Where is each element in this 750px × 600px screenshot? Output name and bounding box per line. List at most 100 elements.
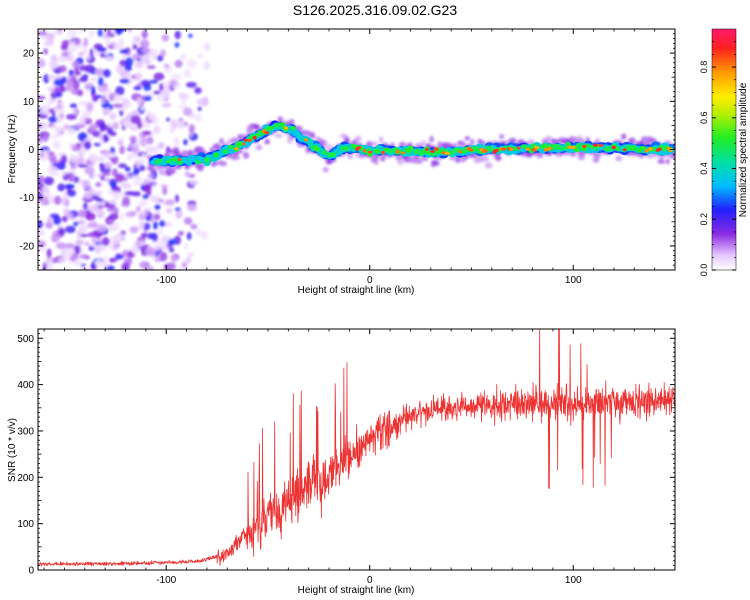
noise-blob [66, 189, 77, 197]
noise-blob [93, 142, 102, 147]
noise-blob [78, 76, 88, 83]
halo-blob [433, 161, 440, 166]
noise-blob [174, 59, 183, 68]
noise-blob [38, 31, 48, 36]
ridge-blob [425, 148, 429, 151]
noise-blob [74, 123, 86, 129]
ridge-blob [644, 149, 649, 153]
ridge-blob [177, 157, 182, 162]
noise-blob [177, 231, 185, 236]
noise-blob [157, 93, 165, 102]
noise-blob [132, 142, 138, 149]
noise-blob [111, 168, 118, 177]
ridge-blob [622, 148, 627, 152]
noise-blob [139, 138, 148, 147]
noise-blob [183, 139, 188, 146]
colorbar-gradient [711, 28, 737, 271]
noise-blob [164, 221, 173, 227]
noise-blob [107, 190, 114, 195]
noise-blob [77, 51, 84, 57]
ridge-blob [401, 151, 406, 155]
ridge-blob [639, 145, 647, 151]
ridge-blob [567, 145, 573, 149]
noise-blob [59, 85, 66, 93]
noise-blob [42, 133, 49, 142]
noise-blob [160, 49, 166, 58]
noise-blob [124, 166, 131, 172]
ridge-blob [343, 146, 350, 151]
ridge-blob [598, 144, 604, 147]
halo-blob [478, 139, 483, 144]
noise-blob [48, 60, 60, 69]
noise-blob [104, 40, 114, 46]
noise-blob [57, 102, 65, 107]
halo-blob [577, 154, 586, 161]
noise-blob [69, 154, 78, 163]
noise-blob [68, 45, 77, 53]
noise-blob [47, 75, 58, 81]
ridge-blob [611, 145, 616, 150]
halo-blob [595, 138, 600, 144]
noise-blob [77, 219, 86, 225]
noise-blob [71, 60, 80, 69]
noise-blob [66, 32, 77, 39]
ridge-blob [494, 148, 499, 153]
noise-blob [186, 232, 192, 241]
noise-blob [101, 171, 111, 177]
halo-blob [451, 143, 458, 148]
noise-blob [182, 262, 187, 268]
noise-blob [124, 65, 132, 72]
noise-blob [121, 250, 128, 258]
noise-blob [108, 257, 118, 263]
halo-blob [417, 159, 423, 164]
ridge-blob [283, 126, 289, 130]
figure-title: S126.2025.316.09.02.G23 [293, 2, 457, 18]
noise-blob [154, 204, 161, 211]
noise-blob [201, 230, 208, 240]
halo-blob [615, 155, 623, 162]
noise-blob [99, 123, 108, 130]
noise-blob [186, 203, 197, 212]
y-tick-label: 10 [23, 97, 35, 108]
noise-blob [95, 198, 104, 203]
noise-blob [96, 224, 107, 233]
noise-blob [84, 242, 90, 246]
ridge-blob [313, 147, 321, 152]
ridge-blob [273, 122, 280, 128]
x-tick-label: 100 [565, 275, 582, 286]
noise-blob [151, 51, 158, 61]
noise-blob [188, 124, 195, 134]
noise-blob [84, 166, 95, 175]
noise-blob [131, 244, 139, 254]
noise-blob [38, 95, 46, 100]
y-tick-label: 200 [17, 473, 34, 484]
ridge-blob [395, 149, 400, 154]
ridge-blob [486, 146, 493, 152]
ridge-blob [571, 145, 576, 150]
noise-blob [144, 146, 154, 154]
noise-blob [119, 78, 130, 84]
noise-blob [64, 250, 72, 259]
noise-blob [78, 100, 87, 106]
ridge-blob [468, 148, 473, 152]
noise-blob [85, 212, 96, 221]
noise-blob [107, 225, 117, 232]
halo-blob [484, 156, 490, 162]
halo-blob [657, 159, 666, 164]
ridge-blob [418, 150, 425, 156]
halo-blob [470, 138, 475, 145]
noise-blob [55, 107, 65, 115]
noise-blob [88, 29, 95, 39]
noise-blob [95, 258, 103, 268]
halo-blob [628, 137, 636, 145]
noise-blob [104, 51, 110, 56]
ridge-blob [237, 140, 243, 145]
halo-blob [593, 153, 602, 158]
halo-blob [321, 139, 328, 146]
halo-blob [420, 140, 427, 145]
noise-blob [159, 251, 168, 262]
noise-blob [48, 116, 59, 123]
noise-blob [140, 233, 149, 238]
y-tick-label: 0 [28, 566, 34, 577]
noise-blob [134, 240, 145, 247]
